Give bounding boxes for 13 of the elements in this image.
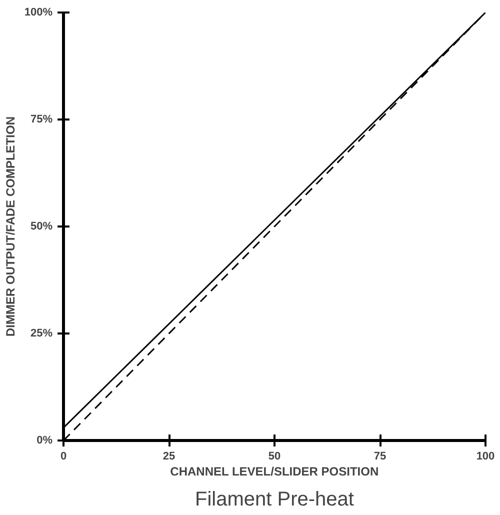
x-tick-label: 50 bbox=[268, 450, 281, 462]
y-tick-label: 25% bbox=[30, 328, 53, 340]
x-axis-title: CHANNEL LEVEL/SLIDER POSITION bbox=[170, 464, 379, 478]
y-tick-label: 100% bbox=[24, 6, 53, 18]
y-axis-title: DIMMER OUTPUT/FADE COMPLETION bbox=[3, 116, 18, 336]
y-tick-label: 50% bbox=[30, 220, 53, 232]
x-tick-label: 100 bbox=[476, 450, 495, 462]
x-tick-label: 0 bbox=[60, 450, 67, 462]
x-tick-label: 75 bbox=[374, 450, 386, 462]
y-tick-label: 75% bbox=[30, 114, 53, 126]
x-tick-label: 25 bbox=[162, 450, 176, 462]
y-tick-label: 0% bbox=[36, 434, 53, 446]
text: Filament Pre-heat bbox=[195, 488, 354, 510]
